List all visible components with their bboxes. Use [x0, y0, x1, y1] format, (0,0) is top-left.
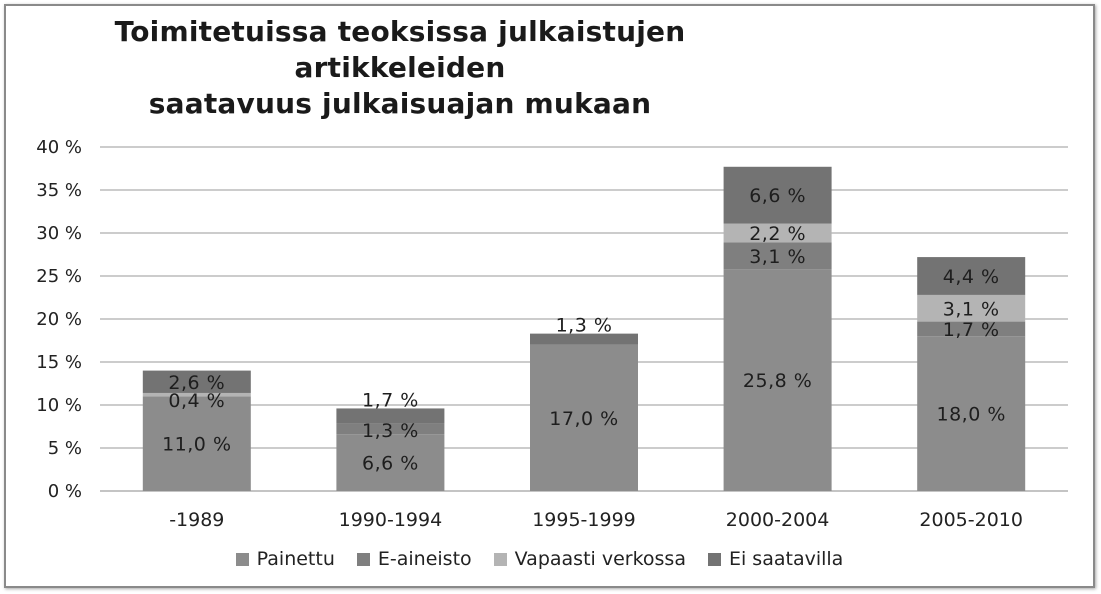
- legend-item-e-aineisto: E-aineisto: [356, 548, 472, 570]
- bar-segment: [723, 269, 832, 491]
- bar-segment: [723, 166, 832, 224]
- legend-label-e-aineisto: E-aineisto: [377, 548, 472, 570]
- data-label: 4,4 %: [943, 266, 1000, 288]
- data-label: 11,0 %: [162, 434, 231, 456]
- data-label: 0,4 %: [168, 390, 225, 412]
- chart-title-line-3: saatavuus julkaisuajan mukaan: [148, 87, 652, 120]
- legend-label-painettu: Painettu: [256, 548, 335, 570]
- data-label: 1,7 %: [943, 319, 1000, 341]
- y-tick-label: 15 %: [36, 352, 82, 373]
- legend-swatch-painettu: [235, 552, 249, 566]
- bar-segment: [917, 294, 1026, 322]
- bar-segment: [336, 434, 445, 491]
- legend-item-vapaasti-verkossa: Vapaasti verkossa: [493, 548, 686, 570]
- y-tick-label: 5 %: [48, 438, 82, 459]
- data-label: 2,2 %: [749, 223, 806, 245]
- data-label: 2,6 %: [168, 372, 225, 394]
- y-tick-label: 10 %: [36, 395, 82, 416]
- bar-segment: [917, 321, 1026, 337]
- x-tick-label: 1990-1994: [339, 509, 443, 531]
- chart-legend: Painettu E-aineisto Vapaasti verkossa Ei…: [0, 548, 1101, 570]
- data-label: 18,0 %: [936, 404, 1005, 426]
- y-tick-label: 25 %: [36, 266, 82, 287]
- data-label: 6,6 %: [362, 453, 419, 475]
- legend-label-vapaasti-verkossa: Vapaasti verkossa: [514, 548, 686, 570]
- legend-swatch-ei-saatavilla: [707, 552, 721, 566]
- bar-segment: [723, 242, 832, 270]
- legend-item-painettu: Painettu: [235, 548, 335, 570]
- data-label: 3,1 %: [943, 298, 1000, 320]
- data-label: 3,1 %: [749, 246, 806, 268]
- x-tick-label: 1995-1999: [532, 509, 636, 531]
- data-label: 1,7 %: [362, 389, 419, 411]
- chart-title-line-2: artikkeleiden: [294, 51, 506, 84]
- bar-segment: [336, 408, 445, 424]
- bar-segment: [142, 396, 251, 491]
- data-label: 25,8 %: [743, 370, 812, 392]
- bar-segment: [142, 370, 251, 393]
- y-tick-label: 30 %: [36, 223, 82, 244]
- y-tick-label: 20 %: [36, 309, 82, 330]
- legend-label-ei-saatavilla: Ei saatavilla: [728, 548, 844, 570]
- data-label: 1,3 %: [556, 315, 613, 337]
- bar-segment: [530, 344, 638, 491]
- bar-segment: [142, 392, 251, 397]
- y-tick-label: 40 %: [36, 137, 82, 158]
- chart-title-line-1: Toimitetuissa teoksissa julkaistujen: [114, 15, 686, 48]
- bar-segment: [530, 333, 638, 345]
- bar-segment: [723, 223, 832, 243]
- chart-title: Toimitetuissa teoksissa julkaistujen art…: [100, 14, 700, 122]
- data-label: 1,3 %: [362, 420, 419, 442]
- legend-swatch-e-aineisto: [356, 552, 370, 566]
- data-label: 17,0 %: [549, 408, 618, 430]
- legend-swatch-vapaasti-verkossa: [493, 552, 507, 566]
- y-tick-label: 35 %: [36, 180, 82, 201]
- data-label: 6,6 %: [749, 185, 806, 207]
- bar-segment: [917, 257, 1026, 295]
- legend-item-ei-saatavilla: Ei saatavilla: [707, 548, 844, 570]
- x-tick-label: 2005-2010: [919, 509, 1023, 531]
- x-tick-label: 2000-2004: [726, 509, 830, 531]
- bar-segment: [336, 423, 445, 435]
- bar-segment: [917, 336, 1026, 491]
- y-tick-label: 0 %: [48, 481, 82, 502]
- x-tick-label: -1989: [169, 509, 224, 531]
